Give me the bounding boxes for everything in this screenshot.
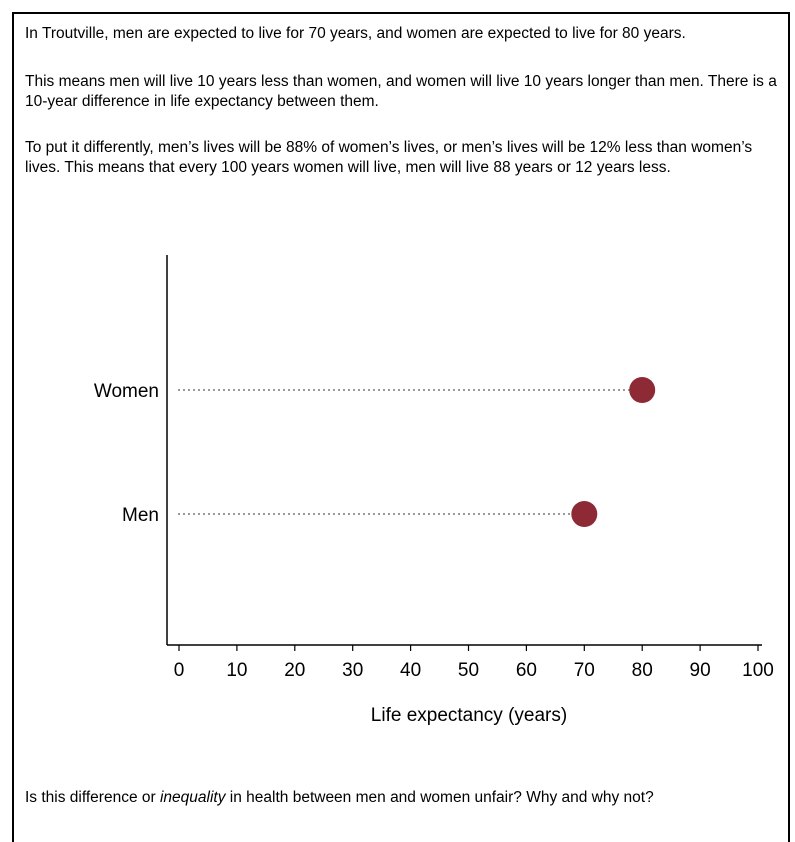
data-point-men <box>571 501 598 527</box>
x-tick-label: 50 <box>458 660 479 681</box>
question-paragraph: Is this difference or inequality in heal… <box>25 788 780 808</box>
question-text-start: Is this difference or <box>25 789 160 806</box>
x-tick-label: 0 <box>174 660 185 681</box>
y-category-label-women: Women <box>94 381 159 402</box>
difference-paragraph: This means men will live 10 years less t… <box>25 73 777 110</box>
question-emphasis: inequality <box>159 789 226 806</box>
x-tick-label: 100 <box>742 660 774 681</box>
x-tick-label: 70 <box>574 660 595 681</box>
x-tick-label: 20 <box>284 660 305 681</box>
plot-layer: 0 10 20 30 40 50 60 70 80 90 100 Women Men <box>94 377 774 681</box>
percentage-paragraph: To put it differently, men’s lives will … <box>25 139 753 176</box>
x-tick-label: 30 <box>342 660 363 681</box>
x-tick-label: 40 <box>400 660 421 681</box>
question-text-end: in health between men and women unfair? … <box>225 789 654 806</box>
content-frame <box>12 12 790 842</box>
data-point-women <box>629 377 656 403</box>
x-tick-label: 90 <box>690 660 711 681</box>
life-expectancy-chart: 0 10 20 30 40 50 60 70 80 90 100 Women Men Life expe… <box>94 255 774 726</box>
x-axis-label: Life expectancy (years) <box>371 705 567 726</box>
intro-paragraph: In Troutville, men are expected to live … <box>25 25 686 42</box>
y-category-label-men: Men <box>122 505 159 526</box>
x-tick-label: 60 <box>516 660 537 681</box>
x-tick-label: 10 <box>226 660 247 681</box>
x-tick-label: 80 <box>632 660 653 681</box>
